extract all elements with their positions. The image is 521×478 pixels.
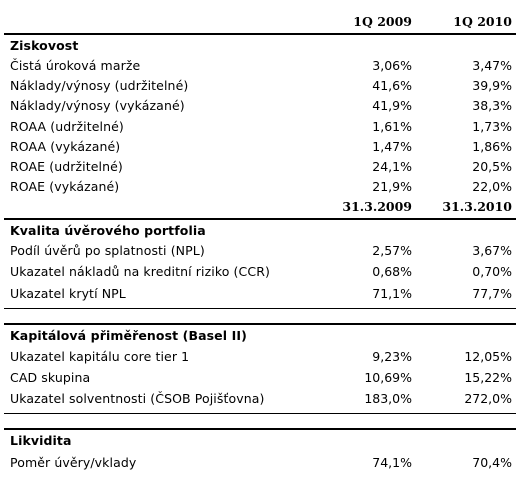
value-col2: 12,05% [464, 349, 512, 364]
value-col2: 38,3% [472, 98, 512, 113]
section-title-row: Ziskovost [4, 36, 516, 56]
date-header-row: 31.3.2009 31.3.2010 [4, 197, 516, 217]
header-divider [4, 33, 516, 35]
value-col1: 21,9% [372, 179, 412, 194]
value-col1: 1,47% [372, 139, 412, 154]
value-col1: 2,57% [372, 243, 412, 258]
date-header-2009: 31.3.2009 [342, 199, 412, 214]
value-col1: 71,1% [372, 286, 412, 301]
value-col2: 3,67% [472, 243, 512, 258]
row-label: CAD skupina [10, 370, 91, 385]
row-label: ROAA (vykázané) [10, 139, 121, 154]
row-label: ROAE (vykázané) [10, 179, 120, 194]
value-col2: 22,0% [472, 179, 512, 194]
section-divider [4, 323, 516, 325]
value-col2: 1,73% [472, 119, 512, 134]
value-col2: 15,22% [464, 370, 512, 385]
row-label: Náklady/výnosy (vykázané) [10, 98, 185, 113]
table-row: ROAE (udržitelné) 24,1% 20,5% [4, 157, 516, 177]
value-col1: 183,0% [364, 391, 412, 406]
row-label: Podíl úvěrů po splatnosti (NPL) [10, 243, 205, 258]
section-divider [4, 218, 516, 220]
table-row: Náklady/výnosy (udržitelné) 41,6% 39,9% [4, 76, 516, 96]
section-title: Likvidita [10, 433, 72, 448]
section-title: Kvalita úvěrového portfolia [10, 223, 206, 238]
section-title: Kapitálová přiměřenost (Basel II) [10, 328, 247, 343]
table-row: ROAA (udržitelné) 1,61% 1,73% [4, 117, 516, 137]
section-title: Ziskovost [10, 38, 79, 53]
row-label: ROAE (udržitelné) [10, 159, 123, 174]
section-divider-top [4, 308, 516, 309]
section-divider-top [4, 413, 516, 414]
value-col1: 9,23% [372, 349, 412, 364]
value-col1: 10,69% [364, 370, 412, 385]
table-row: Náklady/výnosy (vykázané) 41,9% 38,3% [4, 96, 516, 116]
section-title-row: Kvalita úvěrového portfolia [4, 221, 516, 241]
column-header-1q2010: 1Q 2010 [453, 14, 512, 29]
row-label: ROAA (udržitelné) [10, 119, 124, 134]
row-label: Ukazatel nákladů na kreditní riziko (CCR… [10, 264, 270, 279]
value-col2: 70,4% [472, 455, 512, 470]
row-label: Ukazatel kapitálu core tier 1 [10, 349, 190, 364]
table-row: ROAA (vykázané) 1,47% 1,86% [4, 137, 516, 157]
value-col2: 3,47% [472, 58, 512, 73]
table-row: CAD skupina 10,69% 15,22% [4, 368, 516, 388]
table-row: Podíl úvěrů po splatnosti (NPL) 2,57% 3,… [4, 241, 516, 261]
value-col2: 39,9% [472, 78, 512, 93]
value-col2: 1,86% [472, 139, 512, 154]
value-col2: 77,7% [472, 286, 512, 301]
value-col1: 1,61% [372, 119, 412, 134]
section-title-row: Kapitálová přiměřenost (Basel II) [4, 326, 516, 346]
table-row: Poměr úvěry/vklady 74,1% 70,4% [4, 453, 516, 473]
row-label: Náklady/výnosy (udržitelné) [10, 78, 189, 93]
row-label: Poměr úvěry/vklady [10, 455, 137, 470]
value-col1: 41,9% [372, 98, 412, 113]
value-col1: 74,1% [372, 455, 412, 470]
table-row: Čistá úroková marže 3,06% 3,47% [4, 56, 516, 76]
table-header-row: 1Q 2009 1Q 2010 [4, 12, 516, 32]
value-col1: 41,6% [372, 78, 412, 93]
value-col1: 0,68% [372, 264, 412, 279]
row-label: Čistá úroková marže [10, 58, 141, 73]
table-row: ROAE (vykázané) 21,9% 22,0% [4, 177, 516, 197]
value-col1: 24,1% [372, 159, 412, 174]
date-header-2010: 31.3.2010 [442, 199, 512, 214]
table-row: Ukazatel nákladů na kreditní riziko (CCR… [4, 262, 516, 282]
value-col2: 20,5% [472, 159, 512, 174]
column-header-1q2009: 1Q 2009 [353, 14, 412, 29]
section-title-row: Likvidita [4, 431, 516, 451]
table-row: Ukazatel solventnosti (ČSOB Pojišťovna) … [4, 389, 516, 409]
value-col2: 272,0% [464, 391, 512, 406]
value-col2: 0,70% [472, 264, 512, 279]
table-row: Ukazatel krytí NPL 71,1% 77,7% [4, 284, 516, 304]
value-col1: 3,06% [372, 58, 412, 73]
section-divider [4, 428, 516, 430]
row-label: Ukazatel solventnosti (ČSOB Pojišťovna) [10, 391, 265, 406]
row-label: Ukazatel krytí NPL [10, 286, 126, 301]
table-row: Ukazatel kapitálu core tier 1 9,23% 12,0… [4, 347, 516, 367]
